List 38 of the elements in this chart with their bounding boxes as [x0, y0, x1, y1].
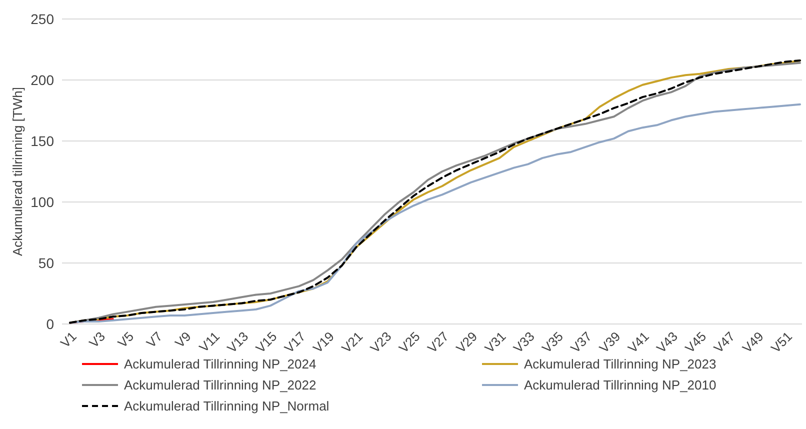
- x-tick-label: V47: [710, 328, 738, 356]
- x-tick-label: V51: [768, 328, 796, 356]
- y-tick-label: 100: [30, 194, 54, 210]
- x-tick-label: V37: [568, 328, 595, 356]
- x-tick-label: V27: [424, 328, 452, 356]
- x-tick-label: V29: [453, 328, 480, 356]
- x-tick-label: V7: [143, 328, 166, 351]
- x-tick-label: V15: [252, 328, 280, 356]
- x-tick-label: V35: [539, 328, 566, 356]
- x-tick-label: V43: [654, 328, 681, 356]
- legend-label: Ackumulerad Tillrinning NP_2023: [524, 356, 716, 372]
- x-tick-label: V19: [310, 328, 337, 356]
- x-tick-label: V3: [86, 328, 108, 351]
- legend-label: Ackumulerad Tillrinning NP_2010: [524, 378, 716, 393]
- x-tick-label: V5: [114, 328, 137, 351]
- x-tick-label: V21: [338, 328, 366, 356]
- y-tick-label: 150: [30, 132, 54, 149]
- y-tick-label: 250: [30, 10, 54, 27]
- legend-label: Ackumulerad Tillrinning NP_Normal: [124, 398, 330, 414]
- y-tick-label: 50: [38, 254, 54, 271]
- x-tick-label: V33: [510, 328, 538, 356]
- x-tick-label: V39: [596, 328, 624, 356]
- x-tick-label: V9: [172, 328, 194, 351]
- y-tick-label: 200: [30, 72, 54, 88]
- y-axis-title: Ackumulerad tillrinning [TWh]: [10, 86, 25, 256]
- x-tick-label: V49: [739, 328, 766, 356]
- x-tick-label: V41: [624, 328, 652, 356]
- x-tick-label: V11: [196, 328, 222, 356]
- x-tick-label: V17: [281, 328, 308, 356]
- x-tick-label: V13: [224, 328, 252, 356]
- x-tick-label: V23: [367, 328, 394, 356]
- x-tick-label: V31: [482, 328, 509, 356]
- legend-label: Ackumulerad Tillrinning NP_2022: [124, 378, 316, 393]
- y-tick-label: 0: [46, 316, 54, 332]
- x-tick-label: V45: [682, 328, 710, 356]
- x-tick-label: V1: [57, 328, 80, 351]
- x-tick-label: V25: [396, 328, 423, 356]
- legend-label: Ackumulerad Tillrinning NP_2024: [124, 356, 316, 372]
